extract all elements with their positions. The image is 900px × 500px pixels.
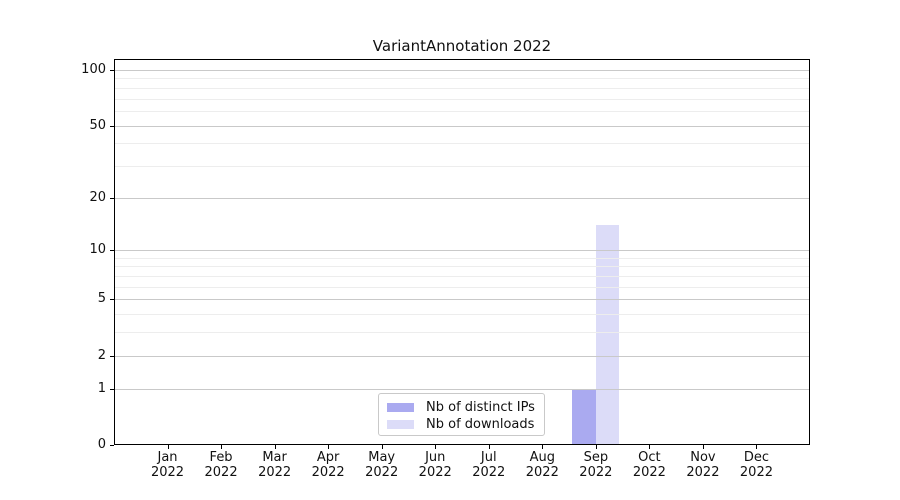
chart-legend: Nb of distinct IPs Nb of downloads [378,393,545,436]
minor-gridline-6 [114,286,810,288]
x-tick-jul [488,445,490,449]
y-tick-label-5: 5 [97,291,106,307]
y-tick-10 [110,250,114,252]
y-tick-2 [110,355,114,357]
x-tick-nov [702,445,704,449]
minor-gridline-70 [114,98,810,100]
legend-item-distinct-ips: Nb of distinct IPs [387,399,536,416]
bar-downloads-sep-2022 [595,224,620,445]
chart-title: VariantAnnotation 2022 [372,37,552,55]
y-tick-label-20: 20 [89,189,106,205]
x-tick-jan [167,445,169,449]
x-tick-label-jun: Jun 2022 [418,450,452,480]
legend-swatch-distinct-ips [387,403,414,412]
major-gridline-50 [114,125,810,127]
major-gridline-2 [114,355,810,357]
x-tick-label-may: May 2022 [365,450,399,480]
minor-gridline-60 [114,110,810,112]
major-gridline-100 [114,70,810,71]
legend-item-downloads: Nb of downloads [387,416,536,433]
x-tick-label-mar: Mar 2022 [258,450,292,480]
y-tick-0 [110,445,114,446]
y-tick-label-1: 1 [97,380,106,396]
major-gridline-1 [114,388,810,390]
minor-gridline-3 [114,332,810,334]
bar-distinct-ips-sep-2022 [572,388,596,445]
legend-label: Nb of distinct IPs [426,400,535,415]
legend-label: Nb of downloads [426,417,535,432]
minor-gridline-90 [114,78,810,80]
x-tick-jun [435,445,437,449]
y-tick-20 [110,197,114,199]
x-tick-oct [649,445,651,449]
minor-gridline-4 [114,314,810,316]
minor-gridline-7 [114,276,810,278]
y-tick-5 [110,299,114,301]
y-tick-label-0: 0 [97,437,106,452]
x-tick-sep [595,445,597,449]
minor-gridline-8 [114,266,810,268]
minor-gridline-80 [114,87,810,89]
x-tick-label-apr: Apr 2022 [311,450,345,480]
x-tick-apr [328,445,330,449]
x-tick-label-sep: Sep 2022 [579,450,613,480]
legend-swatch-downloads [387,420,414,429]
y-tick-label-50: 50 [89,117,106,133]
minor-gridline-9 [114,257,810,259]
minor-gridline-30 [114,165,810,167]
plot-area-border [114,59,810,445]
x-tick-label-nov: Nov 2022 [686,450,720,480]
x-tick-label-jul: Jul 2022 [472,450,506,480]
y-tick-label-100: 100 [81,62,106,77]
y-tick-100 [110,70,114,71]
y-tick-1 [110,388,114,390]
minor-gridline-40 [114,143,810,145]
x-tick-label-jan: Jan 2022 [150,450,185,480]
x-tick-label-aug: Aug 2022 [525,450,559,480]
major-gridline-20 [114,197,810,199]
x-tick-label-dec: Dec 2022 [739,450,773,480]
x-tick-label-oct: Oct 2022 [632,450,666,480]
x-tick-mar [274,445,276,449]
x-tick-dec [756,445,758,449]
x-tick-may [381,445,383,449]
y-tick-label-2: 2 [97,347,106,363]
y-tick-50 [110,125,114,127]
y-tick-label-10: 10 [89,242,106,258]
x-tick-feb [221,445,223,449]
x-tick-label-feb: Feb 2022 [204,450,238,480]
major-gridline-10 [114,250,810,252]
major-gridline-5 [114,299,810,301]
x-tick-aug [542,445,544,449]
